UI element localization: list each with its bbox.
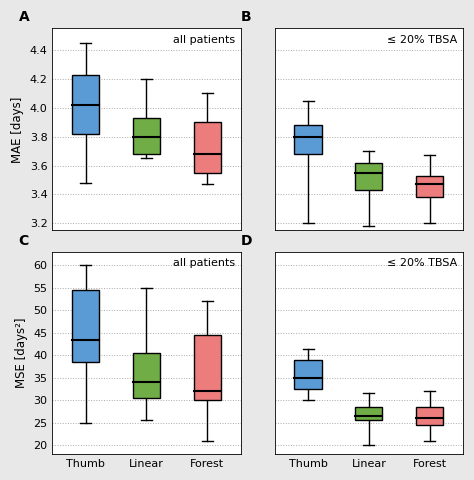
Text: ≤ 20% TBSA: ≤ 20% TBSA — [387, 35, 457, 45]
Text: D: D — [241, 234, 252, 248]
Text: ≤ 20% TBSA: ≤ 20% TBSA — [387, 258, 457, 268]
Bar — [72, 75, 100, 134]
Bar — [416, 176, 443, 197]
Bar — [294, 360, 322, 389]
Bar — [133, 118, 160, 154]
Y-axis label: MAE [days]: MAE [days] — [11, 96, 24, 163]
Bar — [72, 290, 100, 362]
Text: B: B — [241, 11, 252, 24]
Text: C: C — [18, 234, 29, 248]
Text: A: A — [18, 11, 29, 24]
Text: all patients: all patients — [173, 258, 235, 268]
Bar — [416, 407, 443, 425]
Text: all patients: all patients — [173, 35, 235, 45]
Y-axis label: MSE [days²]: MSE [days²] — [15, 318, 28, 388]
Bar — [133, 353, 160, 398]
Bar — [294, 125, 322, 154]
Bar — [193, 335, 221, 400]
Bar — [355, 163, 383, 190]
Bar — [355, 407, 383, 420]
Bar — [193, 122, 221, 173]
